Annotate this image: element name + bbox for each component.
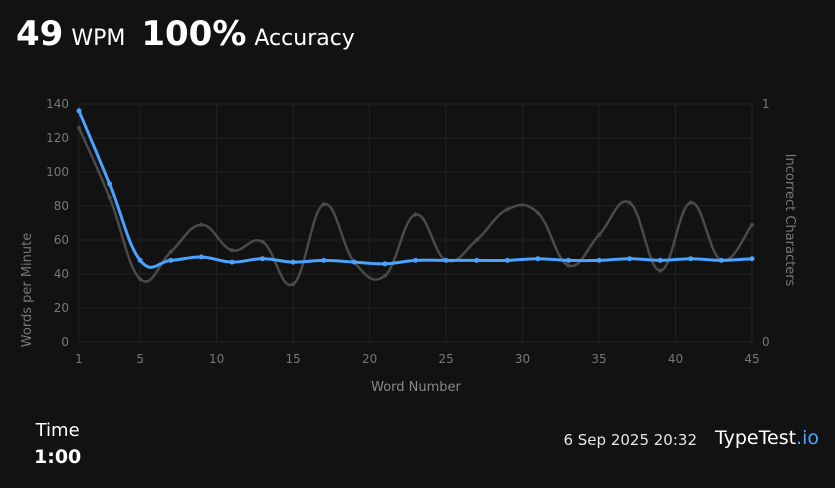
x-axis-label: Word Number: [371, 380, 461, 395]
typetest-logo: TypeTest.io: [715, 427, 819, 449]
wpm-data-point: [168, 257, 174, 263]
x-tick-label: 35: [591, 352, 606, 366]
wpm-data-point: [688, 256, 694, 262]
raw-data-point: [260, 239, 265, 244]
wpm-data-point: [749, 256, 755, 262]
wpm-data-point: [565, 257, 571, 263]
time-value: 1:00: [34, 446, 82, 468]
raw-data-point: [229, 248, 234, 253]
wpm-value: 49: [16, 14, 64, 54]
wpm-label: WPM: [71, 26, 126, 51]
chart-series: [76, 108, 755, 287]
y-tick-label: 100: [46, 165, 69, 179]
test-timestamp: 6 Sep 2025 20:32: [563, 431, 697, 449]
y2-axis-label: Incorrect Characters: [782, 154, 797, 287]
y-tick-label: 80: [54, 199, 69, 213]
wpm-data-point: [321, 257, 327, 263]
result-headline: 49 WPM 100% Accuracy: [16, 14, 355, 54]
wpm-data-point: [627, 256, 633, 262]
raw-data-point: [107, 195, 112, 200]
y-tick-label: 0: [61, 335, 69, 349]
x-tick-label: 15: [285, 352, 300, 366]
wpm-data-point: [474, 257, 480, 263]
raw-data-point: [321, 202, 326, 207]
y-axis-ticks: 0 20 40 60 80 100 120 140: [46, 97, 69, 349]
raw-data-point: [138, 277, 143, 282]
wpm-data-point: [413, 257, 418, 263]
x-tick-label: 45: [744, 352, 759, 366]
raw-data-point: [658, 268, 663, 273]
y-tick-label: 140: [46, 97, 69, 111]
x-tick-label: 30: [515, 352, 530, 366]
wpm-data-point: [198, 254, 204, 260]
y-tick-label: 40: [54, 267, 69, 281]
logo-main: TypeTest: [714, 427, 797, 449]
x-tick-label: 40: [668, 352, 683, 366]
wpm-data-point: [443, 257, 449, 263]
raw-data-point: [627, 200, 632, 205]
y-tick-label: 20: [54, 301, 69, 315]
x-tick-label: 20: [362, 352, 377, 366]
raw-data-point: [535, 210, 540, 215]
chart-grid: [78, 103, 753, 343]
raw-data-point: [168, 249, 173, 254]
wpm-data-point: [76, 108, 82, 114]
raw-data-point: [413, 212, 418, 217]
raw-data-point: [505, 207, 510, 212]
y-tick-label: 120: [46, 131, 69, 145]
wpm-data-point: [596, 257, 602, 263]
wpm-series-line: [77, 110, 753, 269]
accuracy-label: Accuracy: [254, 26, 355, 51]
x-tick-label: 5: [136, 352, 144, 366]
raw-data-point: [474, 238, 479, 242]
wpm-data-point: [290, 259, 296, 265]
wpm-data-point: [382, 261, 388, 267]
raw-data-point: [382, 273, 387, 278]
accuracy-value: 100%: [141, 14, 247, 54]
wpm-data-point: [229, 259, 235, 265]
raw-data-point: [199, 222, 204, 227]
raw-data-point: [77, 125, 81, 130]
wpm-data-point: [260, 256, 266, 262]
y-tick-label: 60: [54, 233, 69, 247]
wpm-data-point: [535, 256, 541, 262]
y-axis-label: Words per Minute: [20, 233, 35, 347]
wpm-data-point: [657, 257, 663, 263]
x-tick-label: 10: [209, 352, 224, 366]
x-tick-label: 25: [438, 352, 453, 366]
y2-tick-label: 0: [762, 335, 770, 349]
raw-data-point: [688, 200, 693, 205]
y2-tick-label: 1: [762, 97, 770, 111]
raw-data-point: [566, 263, 571, 268]
logo-suffix: .io: [796, 427, 819, 449]
time-label: Time: [35, 420, 80, 441]
wpm-data-point: [137, 257, 143, 263]
raw-data-point: [597, 232, 602, 237]
wpm-data-point: [718, 257, 724, 263]
x-tick-label: 1: [75, 352, 83, 366]
y2-axis-ticks: 01: [762, 97, 770, 349]
time-block: Time 1:00: [34, 420, 81, 468]
raw-data-point: [291, 282, 296, 287]
wpm-data-point: [504, 257, 510, 263]
raw-data-point: [750, 222, 754, 227]
x-axis-ticks: 1 5 10 15 20 25 30 35 40 45: [75, 352, 759, 366]
wpm-data-point: [107, 181, 113, 187]
wpm-data-point: [351, 259, 357, 265]
